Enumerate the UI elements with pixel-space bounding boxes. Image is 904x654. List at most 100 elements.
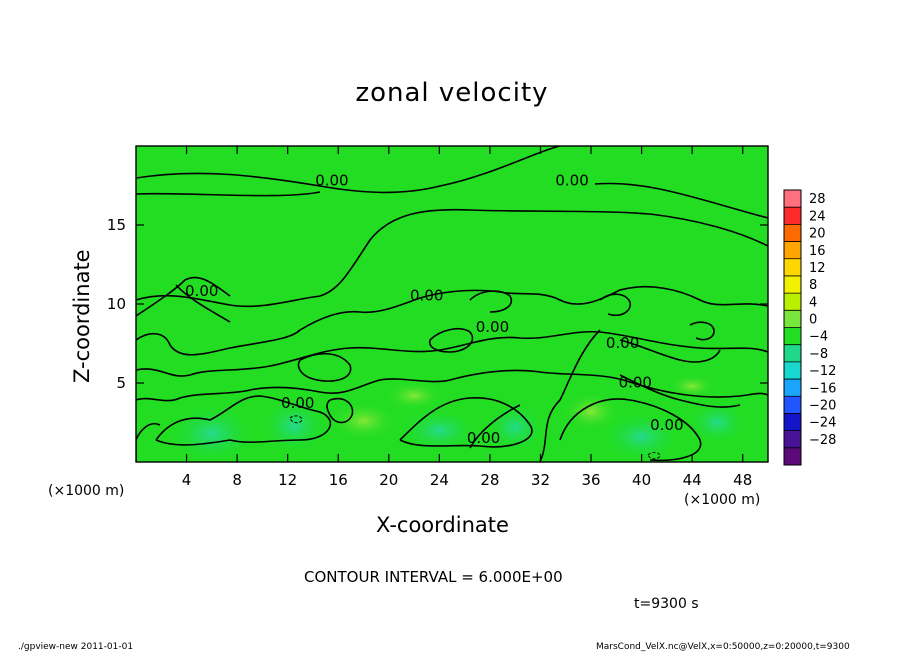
- x-unit-right: (×1000 m): [684, 492, 761, 508]
- colorbar-swatch: [784, 413, 801, 431]
- contour-line: [136, 330, 768, 377]
- colorbar-label: −8: [809, 347, 828, 362]
- contour-line: [599, 293, 631, 317]
- velocity-field: [136, 146, 768, 462]
- x-unit-left: (×1000 m): [48, 483, 125, 499]
- colorbar-label: 0: [809, 313, 817, 328]
- contour-line: [326, 397, 354, 424]
- x-tick-label: 44: [683, 471, 702, 489]
- colorbar-swatch: [784, 361, 801, 380]
- colorbar-label: 12: [809, 261, 826, 276]
- contour-line: [289, 415, 303, 424]
- x-tick-label: 24: [430, 471, 449, 489]
- field-anomaly: [601, 411, 682, 462]
- colorbar-label: −28: [809, 433, 836, 448]
- x-tick-label: 4: [182, 471, 192, 489]
- contour-label: 0.00: [650, 416, 683, 434]
- contour-line: [136, 146, 561, 194]
- contour-line: [136, 285, 768, 356]
- contour-label: 0.00: [315, 171, 348, 189]
- x-tick-label: 40: [632, 471, 651, 489]
- field-anomaly: [561, 391, 622, 432]
- field-anomaly: [687, 400, 748, 445]
- contour-line: [297, 352, 352, 382]
- contour-line: [594, 182, 768, 219]
- field-anomaly: [328, 400, 399, 441]
- field-anomaly: [384, 380, 445, 411]
- x-tick-label: 8: [232, 471, 242, 489]
- x-tick-label: 36: [581, 471, 600, 489]
- contour-labels: 0.00 0.00 0.00 0.00 0.00 0.00 0.00 0.00 0.00 0.00: [185, 171, 684, 447]
- colorbar-label: −20: [809, 398, 836, 413]
- y-axis: 5 10 15: [107, 216, 768, 392]
- colorbar-swatch: [784, 447, 801, 465]
- colorbar-swatch: [784, 396, 801, 414]
- contour-line: [689, 321, 715, 341]
- field-anomaly: [399, 408, 480, 453]
- colorbar-swatch: [784, 241, 801, 259]
- field-anomalies: [166, 374, 748, 462]
- field-anomaly: [667, 374, 718, 399]
- footer-command: ./gpview-new 2011-01-01: [18, 642, 134, 652]
- x-tick-label: 20: [379, 471, 398, 489]
- contour-line: [155, 395, 332, 446]
- contour-line: [559, 398, 702, 462]
- colorbar-swatch: [784, 344, 801, 362]
- colorbar-label: 20: [809, 227, 826, 242]
- x-tick-label: 28: [480, 471, 499, 489]
- colorbar-swatch: [784, 310, 801, 328]
- contour-label: 0.00: [281, 394, 314, 412]
- field-anomaly: [166, 403, 257, 462]
- colorbar-label: 16: [809, 244, 826, 259]
- x-axis: 4 8 12 16 20 24 28 32 36 40 44 48: [182, 146, 752, 489]
- colorbar: 28 24 20 16 12 8 4 0 −4 −8 −12 −16 −20 −24 −28: [783, 189, 836, 466]
- contour-lines: [136, 146, 768, 462]
- x-tick-label: 16: [329, 471, 348, 489]
- y-tick-label: 5: [116, 374, 126, 392]
- colorbar-swatch: [784, 293, 801, 311]
- contour-label: 0.00: [555, 171, 588, 189]
- contour-line: [469, 290, 512, 313]
- colorbar-label: −4: [809, 330, 828, 345]
- colorbar-swatch: [784, 207, 801, 225]
- chart-title: zonal velocity: [355, 78, 549, 108]
- contour-label: 0.00: [185, 282, 218, 300]
- contour-line: [175, 284, 231, 323]
- contour-line: [539, 329, 601, 462]
- colorbar-label: 24: [809, 209, 826, 224]
- x-tick-label: 32: [531, 471, 550, 489]
- contour-interval-text: CONTOUR INTERVAL = 6.000E+00: [304, 568, 563, 586]
- y-axis-label: Z-coordinate: [70, 249, 94, 383]
- colorbar-label: −24: [809, 416, 836, 431]
- x-axis-label: X-coordinate: [376, 513, 509, 537]
- colorbar-swatch: [784, 258, 801, 276]
- colorbar-swatch: [784, 327, 801, 345]
- contour-line: [428, 328, 474, 353]
- colorbar-label: 8: [809, 278, 817, 293]
- contour-line: [469, 404, 521, 449]
- contour-line: [619, 339, 721, 363]
- colorbar-swatch: [784, 430, 801, 448]
- contour-label: 0.00: [476, 318, 509, 336]
- contour-label: 0.00: [619, 374, 652, 392]
- colorbar-swatch: [784, 379, 801, 397]
- contour-label: 0.00: [410, 287, 443, 305]
- colorbar-swatch: [784, 275, 801, 294]
- colorbar-label: −12: [809, 364, 836, 379]
- y-tick-label: 15: [107, 216, 126, 234]
- contour-line: [136, 191, 321, 197]
- field-anomaly: [485, 402, 546, 453]
- colorbar-label: 4: [809, 295, 817, 310]
- contour-line: [136, 276, 231, 317]
- contour-line: [136, 208, 768, 308]
- colorbar-swatch: [784, 190, 801, 208]
- y-tick-label: 10: [107, 295, 126, 313]
- contour-line: [399, 397, 533, 448]
- time-label: t=9300 s: [634, 596, 699, 612]
- colorbar-label: 28: [809, 192, 826, 207]
- colorbar-swatch: [784, 224, 801, 242]
- contour-label: 0.00: [606, 334, 639, 352]
- x-tick-label: 12: [278, 471, 297, 489]
- contour-line: [619, 374, 741, 408]
